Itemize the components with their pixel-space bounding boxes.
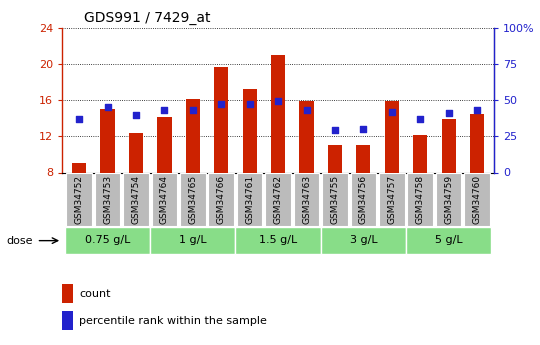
Point — [330, 128, 339, 133]
FancyBboxPatch shape — [350, 172, 376, 226]
Text: GSM34761: GSM34761 — [245, 175, 254, 224]
FancyBboxPatch shape — [379, 172, 404, 226]
Text: GSM34766: GSM34766 — [217, 175, 226, 224]
FancyBboxPatch shape — [237, 172, 262, 226]
FancyBboxPatch shape — [294, 172, 319, 226]
Point — [274, 99, 282, 104]
FancyBboxPatch shape — [150, 227, 235, 254]
Text: 3 g/L: 3 g/L — [349, 235, 377, 245]
Text: GDS991 / 7429_at: GDS991 / 7429_at — [84, 11, 210, 25]
FancyBboxPatch shape — [322, 172, 348, 226]
Text: percentile rank within the sample: percentile rank within the sample — [79, 316, 267, 326]
Bar — [186, 99, 200, 172]
Bar — [356, 145, 370, 172]
Point — [132, 112, 140, 117]
FancyBboxPatch shape — [66, 172, 92, 226]
Bar — [62, 284, 73, 303]
FancyBboxPatch shape — [208, 172, 234, 226]
Bar — [72, 164, 86, 172]
Bar — [129, 132, 143, 172]
FancyBboxPatch shape — [406, 227, 491, 254]
Text: GSM34756: GSM34756 — [359, 175, 368, 224]
Bar — [413, 135, 427, 172]
FancyBboxPatch shape — [235, 227, 321, 254]
Bar — [470, 114, 484, 172]
FancyBboxPatch shape — [436, 172, 461, 226]
Text: GSM34762: GSM34762 — [274, 175, 282, 224]
Bar — [157, 117, 172, 172]
Text: 0.75 g/L: 0.75 g/L — [85, 235, 130, 245]
FancyBboxPatch shape — [464, 172, 490, 226]
Point — [160, 107, 168, 113]
Point — [388, 109, 396, 115]
Text: GSM34760: GSM34760 — [472, 175, 482, 224]
FancyBboxPatch shape — [123, 172, 149, 226]
Point — [359, 126, 368, 132]
Point — [217, 102, 226, 107]
Point — [416, 116, 424, 122]
Text: GSM34765: GSM34765 — [188, 175, 197, 224]
Text: dose: dose — [6, 237, 33, 246]
Text: GSM34754: GSM34754 — [132, 175, 140, 224]
Text: GSM34764: GSM34764 — [160, 175, 169, 224]
FancyBboxPatch shape — [95, 172, 120, 226]
Point — [472, 107, 481, 113]
Bar — [328, 145, 342, 172]
Text: GSM34755: GSM34755 — [330, 175, 340, 224]
Bar — [214, 68, 228, 172]
Bar — [62, 311, 73, 330]
Text: GSM34757: GSM34757 — [387, 175, 396, 224]
Text: 1 g/L: 1 g/L — [179, 235, 207, 245]
FancyBboxPatch shape — [407, 172, 433, 226]
Text: GSM34763: GSM34763 — [302, 175, 311, 224]
Bar — [299, 101, 314, 172]
Bar — [100, 109, 114, 172]
Text: GSM34753: GSM34753 — [103, 175, 112, 224]
Bar — [442, 119, 456, 172]
Point — [302, 107, 311, 113]
Bar — [384, 101, 399, 172]
Point — [444, 110, 453, 116]
Text: 1.5 g/L: 1.5 g/L — [259, 235, 297, 245]
Point — [75, 116, 84, 122]
Text: GSM34759: GSM34759 — [444, 175, 453, 224]
Text: GSM34752: GSM34752 — [75, 175, 84, 224]
Text: GSM34758: GSM34758 — [416, 175, 424, 224]
Point — [245, 102, 254, 107]
Text: count: count — [79, 289, 111, 299]
Text: 5 g/L: 5 g/L — [435, 235, 462, 245]
FancyBboxPatch shape — [65, 227, 150, 254]
FancyBboxPatch shape — [152, 172, 177, 226]
FancyBboxPatch shape — [265, 172, 291, 226]
FancyBboxPatch shape — [321, 227, 406, 254]
Point — [103, 105, 112, 110]
Point — [188, 107, 197, 113]
Bar — [271, 55, 285, 172]
FancyBboxPatch shape — [180, 172, 206, 226]
Bar — [242, 89, 257, 172]
